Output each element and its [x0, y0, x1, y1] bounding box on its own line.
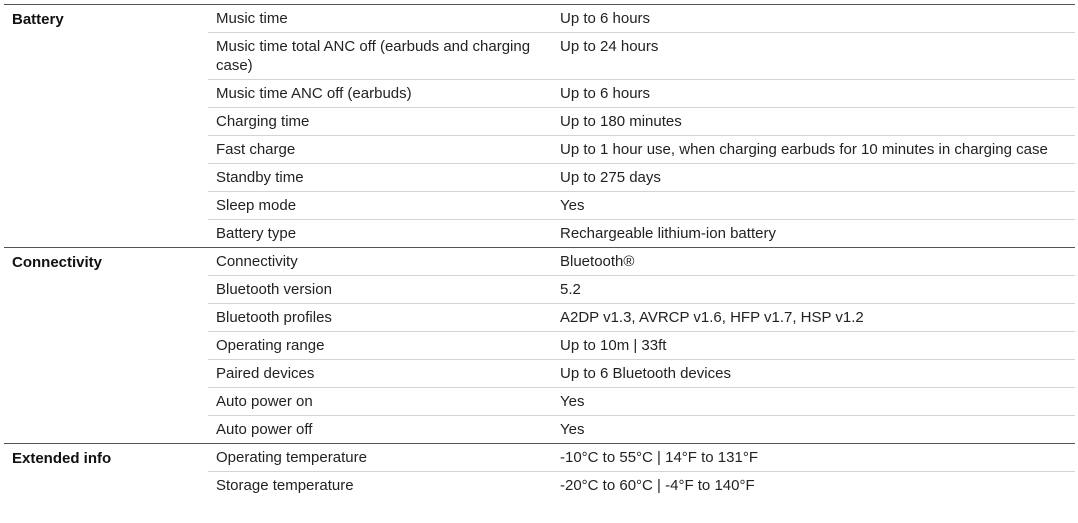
spec-row: Music time ANC off (earbuds) Up to 6 hour… [4, 79, 1075, 108]
spec-value: -20°C to 60°C | -4°F to 140°F [560, 477, 755, 494]
spec-label: Bluetooth profiles [208, 303, 552, 332]
spec-row: Battery Music time Up to 6 hours [4, 4, 1075, 248]
spec-table: Battery Music time Up to 6 hours Music time… [4, 4, 1075, 499]
spec-label: Paired devices [208, 359, 552, 388]
spec-row: Operating range Up to 10m | 33ft [4, 331, 1075, 360]
spec-value: Yes [560, 421, 585, 438]
spec-label: Sleep mode [208, 191, 552, 220]
spec-value: Up to 6 hours [552, 4, 1075, 33]
spec-value: Up to 6 hours [552, 79, 1075, 108]
spec-label: Standby time [208, 163, 552, 192]
spec-label: Music time total ANC off (earbuds and ch… [208, 32, 552, 80]
spec-value: 5.2 [552, 275, 1075, 304]
spec-label: Auto power off [216, 421, 313, 438]
spec-label: Connectivity [208, 247, 552, 276]
spec-label: Operating range [208, 331, 552, 360]
section-title: Extended info [4, 443, 208, 499]
spec-label: Bluetooth version [208, 275, 552, 304]
spec-row: Auto power on Yes [4, 387, 1075, 416]
spec-row: Music time total ANC off (earbuds and ch… [4, 32, 1075, 80]
spec-row: Battery type Rechargeable lithium-ion bat… [4, 220, 1075, 248]
spec-row: Standby time Up to 275 days [4, 163, 1075, 192]
spec-label: Battery type [216, 225, 297, 242]
spec-label: Charging time [208, 107, 552, 136]
spec-row: Auto power off Yes [4, 416, 1075, 444]
spec-value: Up to 275 days [552, 163, 1075, 192]
spec-value: Bluetooth® [552, 247, 1075, 276]
spec-row: Charging time Up to 180 minutes [4, 107, 1075, 136]
section-title: Connectivity [4, 247, 208, 444]
spec-row: Storage temperature -20°C to 60°C | -4°F … [4, 472, 1075, 500]
spec-value: Up to 6 Bluetooth devices [552, 359, 1075, 388]
spec-value: Up to 180 minutes [552, 107, 1075, 136]
spec-value: Yes [552, 191, 1075, 220]
spec-value: Rechargeable lithium-ion battery [560, 225, 776, 242]
spec-row: Paired devices Up to 6 Bluetooth devices [4, 359, 1075, 388]
spec-label: Music time ANC off (earbuds) [208, 79, 552, 108]
spec-row: Fast charge Up to 1 hour use, when chargi… [4, 135, 1075, 164]
spec-value: Up to 10m | 33ft [552, 331, 1075, 360]
spec-label: Operating temperature [208, 443, 552, 472]
spec-row: Bluetooth version 5.2 [4, 275, 1075, 304]
spec-label: Auto power on [208, 387, 552, 416]
spec-row: Bluetooth profiles A2DP v1.3, AVRCP v1.6,… [4, 303, 1075, 332]
spec-row: Sleep mode Yes [4, 191, 1075, 220]
spec-label: Fast charge [208, 135, 552, 164]
spec-body: Battery Music time Up to 6 hours Music time… [4, 4, 1075, 500]
spec-row: Extended info Operating temperature -10°C … [4, 443, 1075, 499]
spec-value: -10°C to 55°C | 14°F to 131°F [552, 443, 1075, 472]
spec-label: Storage temperature [216, 477, 354, 494]
spec-label: Music time [208, 4, 552, 33]
spec-row: Connectivity Connectivity Bluetooth® [4, 247, 1075, 444]
spec-value: Up to 24 hours [552, 32, 1075, 80]
spec-value: Yes [552, 387, 1075, 416]
section-title: Battery [4, 4, 208, 248]
spec-value: Up to 1 hour use, when charging earbuds … [552, 135, 1075, 164]
spec-value: A2DP v1.3, AVRCP v1.6, HFP v1.7, HSP v1.… [552, 303, 1075, 332]
